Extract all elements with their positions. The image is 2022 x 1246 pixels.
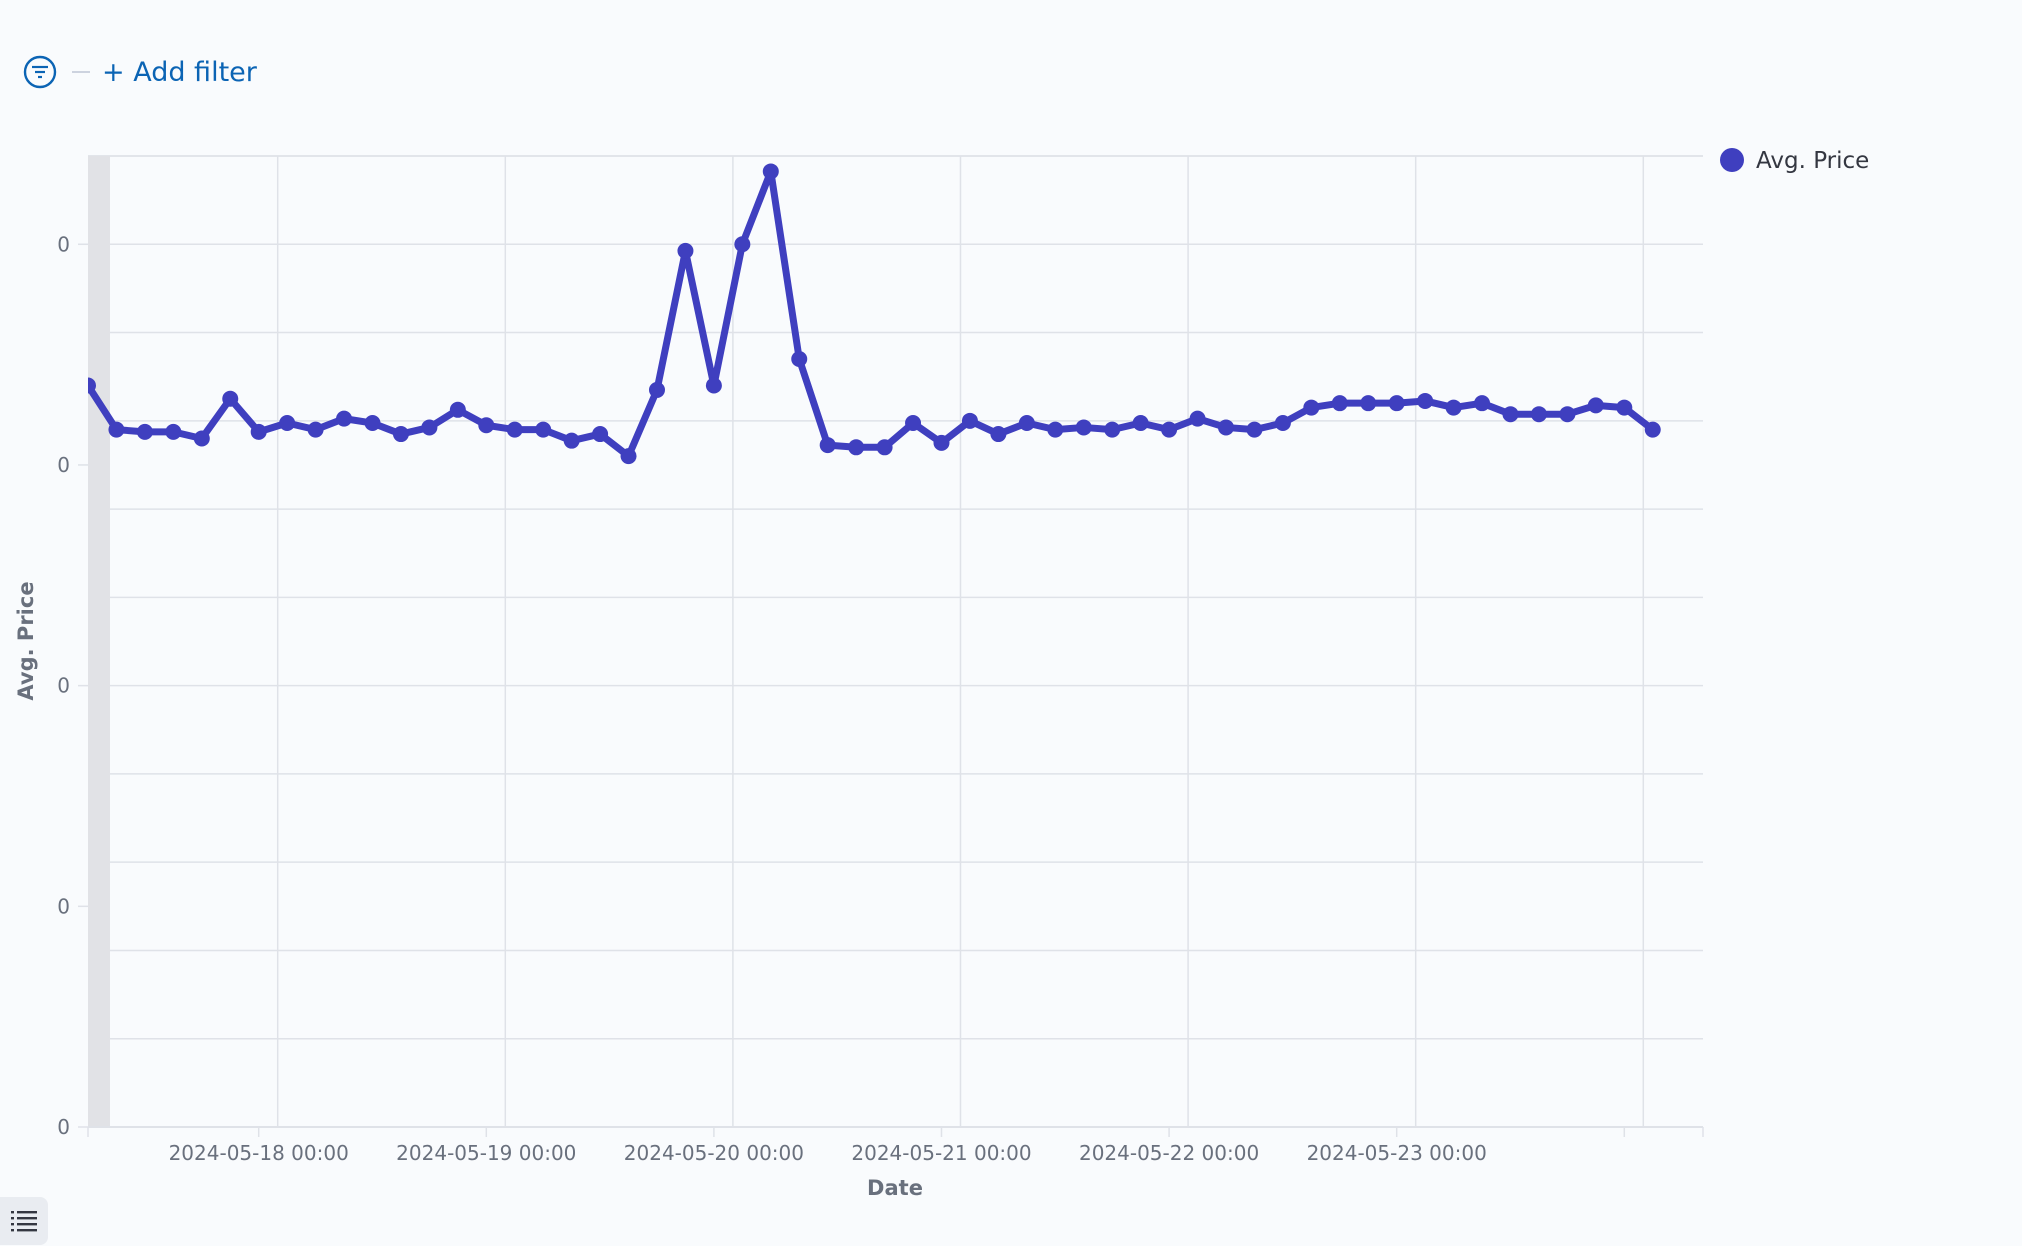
- list-icon: [11, 1211, 37, 1232]
- x-tick-label: 2024-05-19 00:00: [396, 1141, 576, 1165]
- data-point: [933, 434, 950, 451]
- series-line: [88, 167, 1655, 460]
- data-point: [677, 242, 694, 259]
- data-point: [250, 423, 267, 440]
- data-point: [88, 377, 96, 394]
- data-point: [1189, 410, 1206, 427]
- x-tick-label: 2024-05-20 00:00: [624, 1141, 804, 1165]
- data-point: [1217, 419, 1234, 436]
- data-point: [506, 421, 523, 438]
- y-tick-label: 0: [57, 674, 70, 698]
- data-point: [1132, 415, 1149, 432]
- filter-icon[interactable]: [22, 54, 58, 90]
- y-tick-label: 0: [57, 232, 70, 256]
- data-point: [1445, 399, 1462, 416]
- data-point: [1303, 399, 1320, 416]
- data-point: [734, 236, 751, 253]
- data-point: [648, 381, 665, 398]
- legend-label: Avg. Price: [1756, 148, 1869, 174]
- data-point: [165, 423, 182, 440]
- data-point: [108, 421, 125, 438]
- data-point: [905, 415, 922, 432]
- data-point: [592, 426, 609, 443]
- data-point: [620, 448, 637, 465]
- data-point: [563, 432, 580, 449]
- add-filter-button[interactable]: + Add filter: [102, 56, 257, 88]
- data-point: [990, 426, 1007, 443]
- data-point: [1474, 395, 1491, 412]
- legend-item[interactable]: Avg. Price: [1720, 148, 1869, 174]
- data-point: [222, 390, 239, 407]
- y-axis-title: Avg. Price: [14, 581, 38, 700]
- data-point: [1274, 415, 1291, 432]
- series-group: [88, 163, 1661, 465]
- data-point: [1530, 406, 1547, 423]
- data-point: [1587, 397, 1604, 414]
- legend-swatch: [1720, 148, 1744, 172]
- series-avg-price: [88, 163, 1661, 465]
- data-point: [478, 417, 495, 434]
- data-point: [1417, 392, 1434, 409]
- filter-bar: + Add filter: [22, 52, 257, 92]
- data-point: [791, 351, 808, 368]
- y-tick-label: 0: [57, 453, 70, 477]
- data-point: [279, 415, 296, 432]
- x-tick-label: 2024-05-21 00:00: [851, 1141, 1031, 1165]
- data-point: [1161, 421, 1178, 438]
- x-tick-label: 2024-05-18 00:00: [169, 1141, 349, 1165]
- data-point: [449, 401, 466, 418]
- data-point: [848, 439, 865, 456]
- x-tick-label: 2024-05-23 00:00: [1307, 1141, 1487, 1165]
- data-point: [961, 412, 978, 429]
- data-point: [1559, 406, 1576, 423]
- data-point: [705, 377, 722, 394]
- x-tick-label: 2024-05-22 00:00: [1079, 1141, 1259, 1165]
- data-point: [307, 421, 324, 438]
- data-point: [762, 163, 779, 180]
- data-point: [535, 421, 552, 438]
- data-point: [1075, 419, 1092, 436]
- legend-toggle-button[interactable]: [0, 1197, 48, 1245]
- grid: [88, 155, 1703, 1127]
- data-point: [136, 423, 153, 440]
- data-point: [1104, 421, 1121, 438]
- data-point: [336, 410, 353, 427]
- data-point: [1502, 406, 1519, 423]
- data-point: [1047, 421, 1064, 438]
- data-point: [364, 415, 381, 432]
- data-point: [876, 439, 893, 456]
- data-point: [392, 426, 409, 443]
- data-point: [1616, 399, 1633, 416]
- data-point: [1018, 415, 1035, 432]
- data-point: [819, 437, 836, 454]
- x-axis-title: Date: [867, 1176, 923, 1200]
- data-point: [1246, 421, 1263, 438]
- y-tick-label: 0: [57, 1115, 70, 1139]
- data-point: [1331, 395, 1348, 412]
- y-tick-label: 0: [57, 894, 70, 918]
- data-point: [1644, 421, 1661, 438]
- data-point: [421, 419, 438, 436]
- brush-selection: [88, 156, 110, 1127]
- data-point: [193, 430, 210, 447]
- data-point: [1388, 395, 1405, 412]
- axes: 2024-05-18 00:00 2024-05-19 00:00 2024-05-…: [57, 232, 1704, 1165]
- separator: [72, 71, 90, 73]
- data-point: [1360, 395, 1377, 412]
